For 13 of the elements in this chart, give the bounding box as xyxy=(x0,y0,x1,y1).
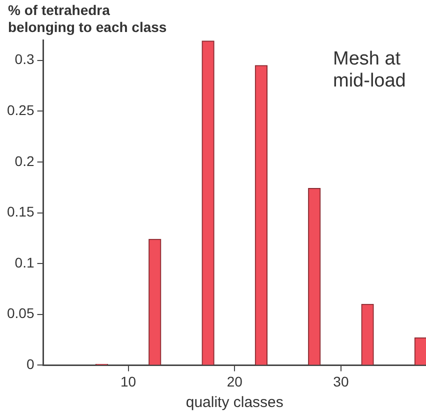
y-tick-label: 0.3 xyxy=(14,51,34,68)
x-tick-label: 30 xyxy=(333,373,349,390)
y-axis-title: % of tetrahedra belonging to each class xyxy=(8,2,167,35)
y-tick-label: 0 xyxy=(26,356,34,372)
annotation: Mesh at mid-load xyxy=(333,48,406,92)
x-tick-label: 20 xyxy=(226,373,243,390)
y-tick-label: 0.05 xyxy=(7,305,34,322)
y-tick-label: 0.15 xyxy=(7,204,34,220)
y-tick-label: 0.25 xyxy=(7,102,34,118)
x-tick-label: 10 xyxy=(120,373,136,390)
y-tick-label: 0.1 xyxy=(14,254,34,270)
y-tick-label: 0.2 xyxy=(14,152,34,169)
x-axis-title: quality classes xyxy=(186,394,284,412)
